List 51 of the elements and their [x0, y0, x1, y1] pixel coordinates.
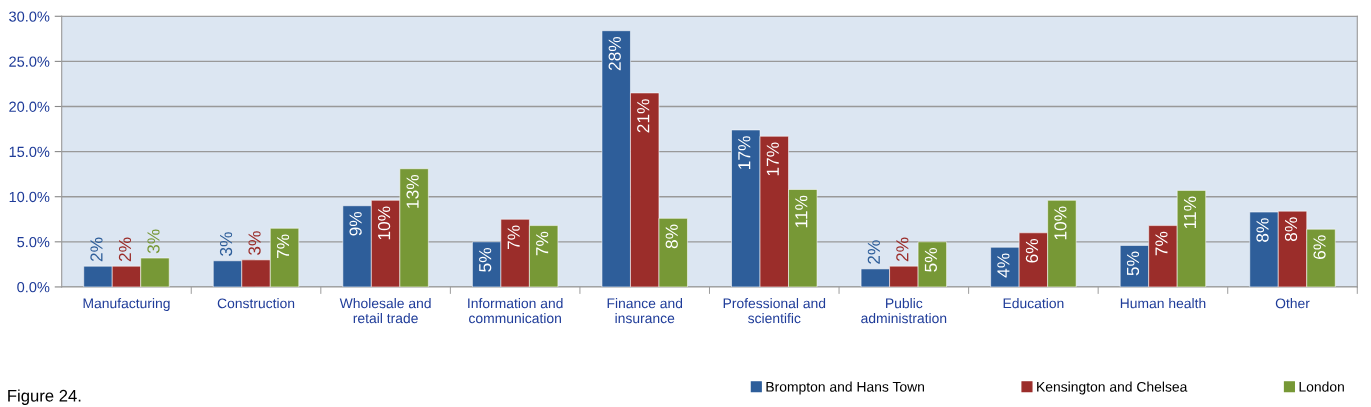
data-label: 21%	[637, 99, 650, 133]
data-label: 2%	[118, 237, 132, 262]
y-tick-label: 15.0%	[9, 146, 50, 158]
data-label: 6%	[1025, 238, 1039, 263]
data-label: 17%	[738, 136, 751, 169]
y-tick-label: 20.0%	[9, 101, 50, 112]
x-tick-label: Other	[1275, 298, 1310, 309]
legend-label: London	[1299, 381, 1344, 392]
data-label: 2%	[867, 240, 880, 264]
data-label: 10%	[1054, 206, 1067, 240]
data-label: 4%	[997, 253, 1010, 278]
legend-label: Brompton and Hans Town	[766, 381, 924, 395]
caption: Figure 24.	[8, 389, 81, 405]
x-tick-label: Public administration	[861, 298, 947, 324]
data-label: 8%	[665, 224, 678, 249]
legend-label: Kensington and Chelsea	[1037, 381, 1188, 395]
data-label: 13%	[406, 174, 419, 208]
data-label: 10%	[377, 206, 391, 240]
data-label: 7%	[507, 225, 520, 250]
x-tick-label: Finance and insurance	[607, 298, 683, 324]
data-label: 7%	[276, 234, 290, 259]
y-tick-label: 10.0%	[9, 191, 50, 203]
data-label: 7%	[536, 231, 549, 256]
data-label: 3%	[248, 231, 261, 256]
data-label: 3%	[219, 232, 233, 256]
data-label: 6%	[1313, 235, 1326, 259]
data-label: 3%	[147, 229, 160, 254]
x-tick-label: Professional and scientific	[723, 298, 826, 324]
x-tick-label: Manufacturing	[83, 298, 170, 311]
data-label: 8%	[1256, 218, 1269, 242]
data-label: 2%	[896, 237, 909, 262]
data-label: 5%	[1126, 251, 1140, 276]
y-tick-label: 25.0%	[9, 56, 50, 67]
x-tick-label: Human health	[1120, 298, 1206, 309]
x-tick-label: Wholesale and retail trade	[339, 298, 431, 324]
data-label: 11%	[1183, 196, 1197, 229]
data-label: 28%	[608, 36, 621, 71]
data-label: 9%	[349, 211, 362, 236]
x-tick-label: Information and communication	[468, 298, 563, 324]
data-label: 5%	[479, 248, 492, 272]
data-label: 11%	[795, 195, 808, 228]
y-tick-label: 30.0%	[9, 11, 50, 22]
data-label: 2%	[90, 237, 103, 262]
y-tick-label: 0.0%	[17, 282, 50, 293]
x-tick-label: Construction	[217, 298, 295, 309]
data-label: 7%	[1155, 231, 1168, 256]
data-label: 5%	[924, 248, 937, 272]
data-label: 17%	[766, 142, 779, 176]
y-tick-label: 5.0%	[17, 236, 50, 248]
x-tick-label: Education	[1003, 298, 1064, 309]
data-label: 8%	[1284, 217, 1298, 242]
